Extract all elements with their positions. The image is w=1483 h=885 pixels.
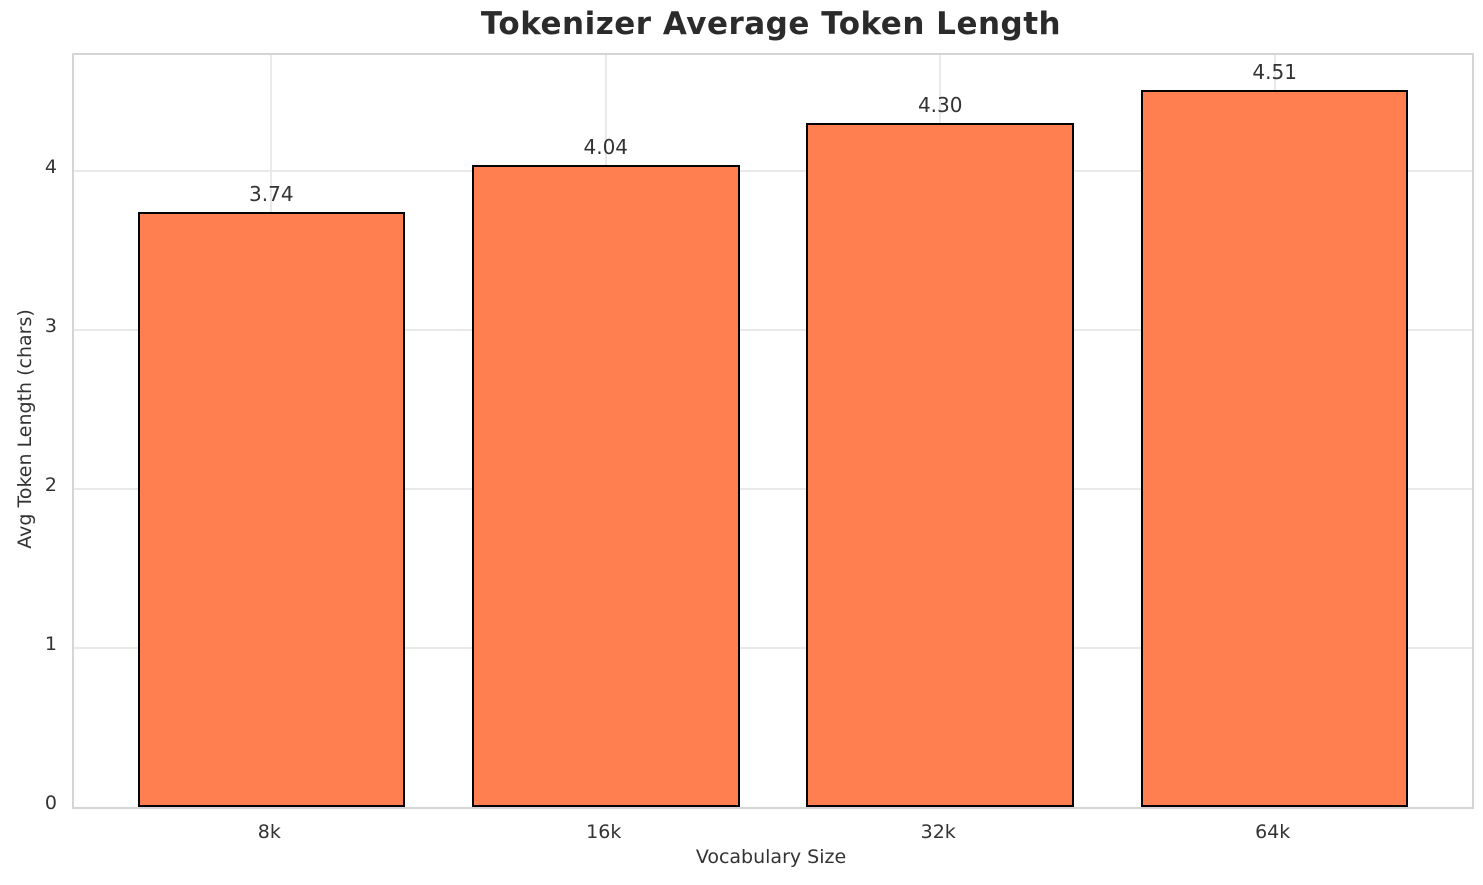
x-tick-label-16k: 16k	[586, 821, 622, 843]
bar-value-label: 4.04	[583, 134, 629, 159]
y-tick-label: 0	[44, 792, 57, 814]
bar-8k	[137, 212, 406, 807]
x-axis-label: Vocabulary Size	[695, 846, 847, 868]
x-tick-label-64k: 64k	[1255, 821, 1291, 843]
bar-value-label: 4.30	[917, 93, 963, 118]
h-gridline	[74, 488, 1472, 491]
chart-title: Tokenizer Average Token Length	[480, 6, 1062, 42]
bar-value-label: 4.51	[1252, 59, 1297, 84]
x-tick-label-32k: 32k	[920, 821, 956, 843]
h-gridline	[74, 329, 1472, 332]
h-gridline	[74, 647, 1472, 649]
bar-64k	[1140, 89, 1409, 807]
y-tick-label: 4	[44, 156, 57, 179]
y-axis-label: Avg Token Length (chars)	[14, 309, 36, 549]
bar-32k	[806, 123, 1074, 807]
h-gridline	[74, 170, 1472, 173]
bar-16k	[471, 164, 740, 807]
bar-value-label: 3.74	[249, 182, 294, 207]
y-tick-label: 3	[44, 315, 57, 338]
plot-area: 3.74 4.04 4.30 4.51	[72, 53, 1474, 809]
y-tick-label: 1	[44, 633, 57, 655]
x-tick-label-8k: 8k	[257, 821, 281, 843]
y-tick-label: 2	[44, 474, 57, 497]
